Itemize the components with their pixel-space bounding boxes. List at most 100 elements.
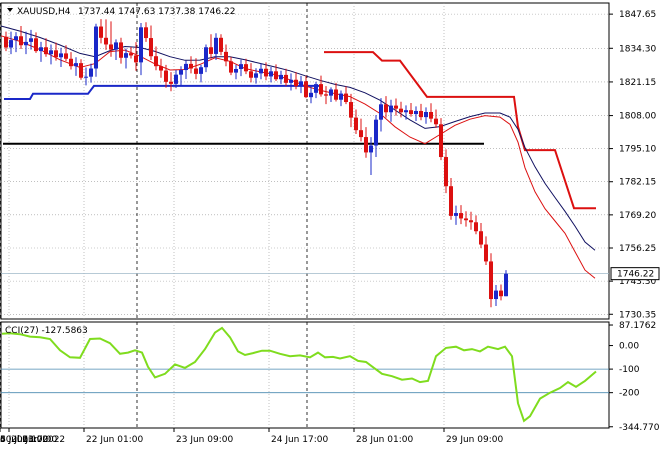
candle[interactable]: [289, 73, 293, 91]
candle[interactable]: [244, 58, 248, 75]
candle[interactable]: [234, 64, 238, 80]
candle[interactable]: [404, 105, 408, 120]
candle[interactable]: [439, 118, 443, 161]
candle[interactable]: [324, 86, 328, 105]
candle[interactable]: [64, 45, 68, 62]
candle[interactable]: [214, 33, 218, 61]
candle[interactable]: [54, 42, 58, 61]
candle[interactable]: [329, 87, 333, 103]
candle[interactable]: [389, 99, 393, 122]
candle[interactable]: [279, 70, 283, 85]
candle[interactable]: [504, 270, 508, 297]
candle[interactable]: [24, 31, 28, 55]
candle[interactable]: [39, 41, 43, 62]
candle[interactable]: [129, 47, 133, 59]
candle[interactable]: [169, 72, 173, 92]
candle[interactable]: [44, 38, 48, 57]
candle[interactable]: [434, 109, 438, 128]
candle[interactable]: [499, 284, 503, 301]
candle[interactable]: [489, 253, 493, 308]
candle[interactable]: [429, 103, 433, 123]
candle[interactable]: [269, 66, 273, 83]
candle[interactable]: [469, 211, 473, 230]
candle[interactable]: [254, 68, 258, 84]
candle[interactable]: [79, 59, 83, 80]
candle[interactable]: [299, 75, 303, 94]
candle[interactable]: [189, 56, 193, 74]
candle[interactable]: [159, 58, 163, 78]
candle[interactable]: [364, 127, 368, 158]
candle[interactable]: [419, 103, 423, 121]
candle[interactable]: [224, 44, 228, 67]
candle[interactable]: [454, 205, 458, 225]
candle[interactable]: [319, 75, 323, 97]
candle[interactable]: [264, 62, 268, 81]
candle[interactable]: [29, 29, 33, 50]
candle[interactable]: [34, 32, 38, 53]
candle[interactable]: [99, 19, 103, 44]
candle[interactable]: [374, 115, 378, 158]
candle[interactable]: [259, 63, 263, 80]
candle[interactable]: [314, 81, 318, 99]
candle[interactable]: [9, 31, 13, 55]
candle[interactable]: [204, 44, 208, 73]
candle[interactable]: [339, 90, 343, 107]
candle[interactable]: [69, 52, 73, 70]
candle[interactable]: [309, 85, 313, 104]
candle[interactable]: [284, 68, 288, 87]
candle[interactable]: [84, 67, 88, 86]
candle[interactable]: [414, 106, 418, 121]
candle[interactable]: [379, 98, 383, 132]
candle[interactable]: [49, 44, 53, 65]
candle[interactable]: [144, 22, 148, 42]
candle[interactable]: [114, 39, 118, 61]
candle[interactable]: [219, 34, 223, 56]
candle[interactable]: [344, 86, 348, 105]
candle[interactable]: [459, 205, 463, 225]
candle[interactable]: [59, 47, 63, 67]
candle[interactable]: [354, 109, 358, 135]
candle[interactable]: [109, 21, 113, 57]
candle[interactable]: [164, 64, 168, 88]
candle[interactable]: [334, 82, 338, 102]
candle[interactable]: [174, 70, 178, 88]
candle[interactable]: [484, 236, 488, 266]
candle[interactable]: [94, 23, 98, 77]
candle[interactable]: [274, 64, 278, 82]
candle[interactable]: [229, 56, 233, 76]
candle[interactable]: [384, 96, 388, 118]
candle[interactable]: [89, 63, 93, 83]
candle[interactable]: [124, 48, 128, 69]
candle[interactable]: [369, 137, 373, 175]
candle[interactable]: [249, 63, 253, 83]
candle[interactable]: [359, 118, 363, 142]
candle[interactable]: [179, 66, 183, 87]
candle[interactable]: [349, 93, 353, 128]
candle[interactable]: [239, 59, 243, 77]
candle[interactable]: [154, 46, 158, 71]
candle[interactable]: [194, 58, 198, 80]
candle[interactable]: [134, 42, 138, 71]
candle[interactable]: [394, 98, 398, 116]
candle[interactable]: [464, 211, 468, 227]
candle[interactable]: [494, 284, 498, 306]
candle[interactable]: [119, 37, 123, 64]
dropdown-arrow-icon[interactable]: [7, 8, 13, 12]
candle[interactable]: [449, 178, 453, 220]
candle[interactable]: [304, 75, 308, 99]
candle[interactable]: [424, 107, 428, 124]
candle[interactable]: [19, 26, 23, 50]
candle[interactable]: [74, 57, 78, 76]
candle[interactable]: [294, 72, 298, 90]
candle[interactable]: [479, 223, 483, 249]
candle[interactable]: [149, 25, 153, 61]
candle[interactable]: [4, 31, 8, 52]
candle[interactable]: [184, 60, 188, 79]
candle[interactable]: [409, 103, 413, 117]
candle[interactable]: [14, 32, 18, 53]
candle[interactable]: [209, 34, 213, 59]
candle[interactable]: [444, 149, 448, 194]
candle[interactable]: [104, 19, 108, 50]
candle[interactable]: [474, 215, 478, 235]
